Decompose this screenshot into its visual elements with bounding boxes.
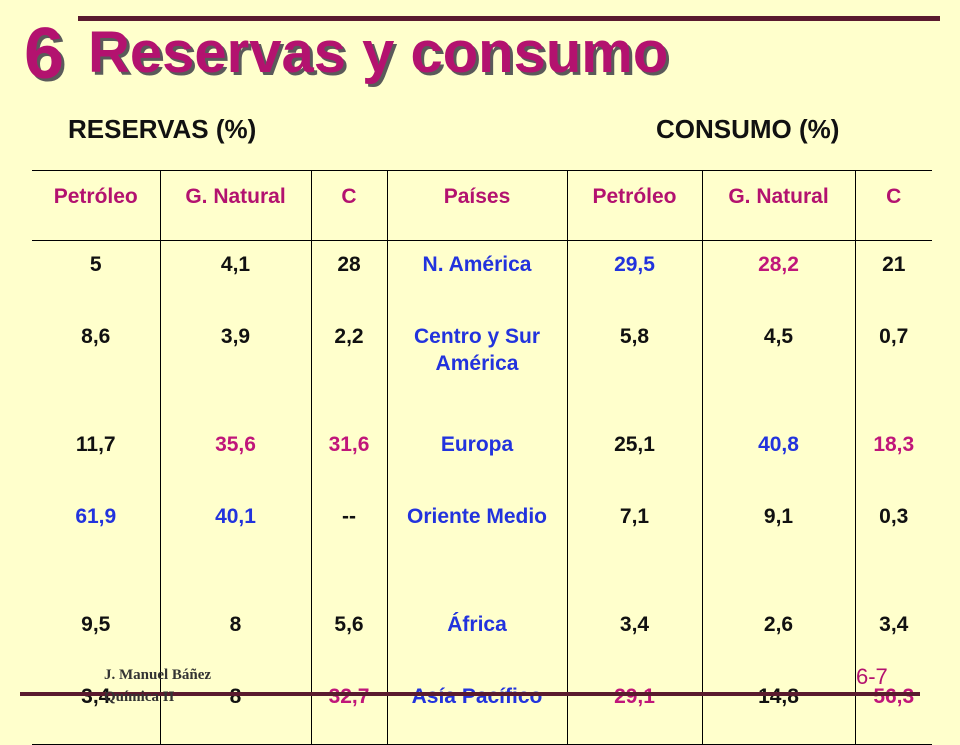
table-row: 8,6 3,9 2,2 Centro y Sur América 5,8 4,5 0,7 [32, 312, 932, 421]
value-cell: 14,8 [701, 672, 855, 745]
value-cell: 5 [89, 253, 102, 276]
value-cell: 40,1 [159, 492, 311, 601]
value-cell: 8 [159, 600, 311, 673]
value-cell: 3,4 [566, 600, 702, 673]
author-credit: J. Manuel Báñez Química II [104, 664, 211, 708]
value-cell: 11,7 [75, 432, 116, 456]
header-cell: Países [386, 170, 567, 241]
slide-number: 6 [24, 14, 65, 94]
value-cell: -- [310, 492, 387, 601]
region-cell: África [386, 600, 567, 673]
value-cell: 18,3 [854, 420, 932, 493]
value-cell: 0,3 [854, 492, 932, 601]
value-cell: 3,9 [159, 312, 311, 421]
header-cell: G. Natural [701, 170, 855, 241]
value-cell: 7,1 [566, 492, 702, 601]
value-cell: 2,6 [701, 600, 855, 673]
region-cell: N. América [386, 240, 567, 313]
value-cell: 28,2 [701, 240, 855, 313]
value-cell: 5,6 [310, 600, 387, 673]
region-cell: Europa [386, 420, 567, 493]
value-cell: 29,1 [566, 672, 702, 745]
author-name: J. Manuel Báñez [104, 667, 212, 683]
header-cell: Petróleo [32, 170, 160, 241]
table-row: 9,5 8 5,6 África 3,4 2,6 3,4 [32, 600, 932, 673]
table-header-row: Petróleo G. Natural C Países Petróleo G.… [32, 170, 932, 241]
table-row: 61,9 40,1 -- Oriente Medio 7,1 9,1 0,3 [32, 492, 932, 601]
reserves-consumption-table: Petróleo G. Natural C Países Petróleo G.… [32, 170, 932, 745]
header-cell: C [854, 170, 932, 241]
reservas-heading: RESERVAS (%) [68, 114, 257, 144]
header-cell: G. Natural [159, 170, 311, 241]
value-cell: 0,7 [854, 312, 932, 421]
value-cell: 61,9 [75, 504, 117, 528]
top-rule [78, 16, 940, 21]
author-course: Química II [104, 689, 175, 705]
bottom-rule [20, 692, 920, 696]
region-cell: Oriente Medio [386, 492, 567, 601]
value-cell: 8,6 [81, 324, 111, 348]
consumo-heading: CONSUMO (%) [656, 114, 840, 144]
region-cell: Asía Pacífico [386, 672, 567, 745]
value-cell: 25,1 [566, 420, 702, 493]
value-cell: 3,4 [854, 600, 932, 673]
value-cell: 28 [310, 240, 387, 313]
value-cell: 32,7 [310, 672, 387, 745]
value-cell: 9,5 [81, 612, 111, 636]
value-cell: 4,1 [159, 240, 311, 313]
value-cell: 2,2 [310, 312, 387, 421]
region-cell: Centro y Sur América [386, 312, 567, 421]
value-cell: 3,4 [81, 684, 111, 708]
slide-title: Reservas y consumo [88, 20, 669, 85]
table-row: 5 4,1 28 N. América 29,5 28,2 21 [32, 240, 932, 313]
value-cell: 40,8 [701, 420, 855, 493]
table-row: 11,7 35,6 31,6 Europa 25,1 40,8 18,3 [32, 420, 932, 493]
value-cell: 29,5 [566, 240, 702, 313]
header-cell: Petróleo [566, 170, 702, 241]
value-cell: 4,5 [701, 312, 855, 421]
header-cell: C [310, 170, 387, 241]
value-cell: 21 [854, 240, 932, 313]
page-label: 6-7 [856, 664, 888, 689]
value-cell: 35,6 [159, 420, 311, 493]
value-cell: 31,6 [310, 420, 387, 493]
value-cell: 5,8 [566, 312, 702, 421]
value-cell: 9,1 [701, 492, 855, 601]
